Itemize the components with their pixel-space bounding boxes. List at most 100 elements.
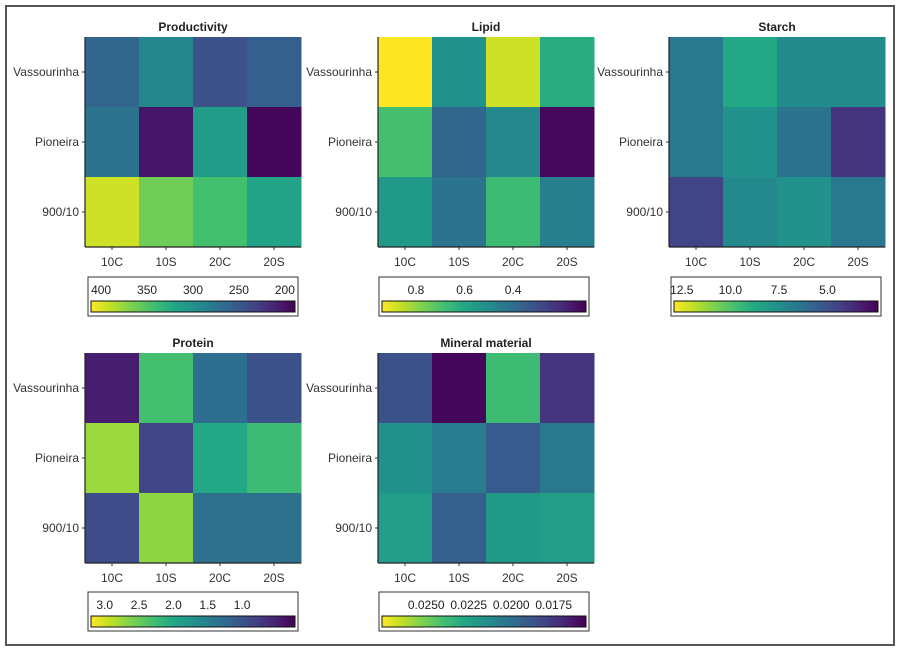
protein-colorbar	[90, 615, 296, 628]
productivity-cell-900-10-20c	[193, 177, 248, 248]
productivity-colorbar-tick-label: 300	[183, 283, 203, 297]
productivity-cell-900-10-10c	[85, 177, 140, 248]
mineral-material-colorbar-tick-label: 0.0225	[450, 598, 487, 612]
mineral-material-y-label: Pioneira	[328, 451, 372, 465]
lipid-cell-pioneira-10s	[432, 107, 487, 178]
protein-cell-vassourinha-10c	[85, 353, 140, 424]
productivity-x-label: 10S	[155, 255, 176, 269]
productivity-cell-vassourinha-10s	[139, 37, 194, 108]
mineral-material-y-label: Vassourinha	[306, 381, 372, 395]
lipid-cell-900-10-10s	[432, 177, 487, 248]
protein-cell-vassourinha-20c	[193, 353, 248, 424]
protein-colorbar-tick-label: 2.5	[131, 598, 148, 612]
starch-colorbar	[673, 300, 879, 313]
mineral-material-cell-vassourinha-20c	[486, 353, 541, 424]
protein-x-label: 20C	[209, 571, 231, 585]
protein-cell-pioneira-10s	[139, 423, 194, 494]
starch-y-label: Vassourinha	[597, 65, 663, 79]
mineral-material-x-label: 20C	[502, 571, 524, 585]
starch-cell-900-10-20s	[831, 177, 886, 248]
productivity-cell-pioneira-10c	[85, 107, 140, 178]
mineral-material-cell-pioneira-20c	[486, 423, 541, 494]
figure-frame	[5, 5, 895, 646]
protein-colorbar-tick-label: 2.0	[165, 598, 182, 612]
productivity-cell-pioneira-20c	[193, 107, 248, 178]
protein-cell-pioneira-20c	[193, 423, 248, 494]
protein-title: Protein	[172, 336, 213, 350]
mineral-material-y-label: 900/10	[335, 521, 372, 535]
starch-cell-vassourinha-10s	[723, 37, 778, 108]
mineral-material-cell-pioneira-10c	[378, 423, 433, 494]
lipid-cell-900-10-10c	[378, 177, 433, 248]
lipid-cell-900-10-20s	[540, 177, 595, 248]
mineral-material-colorbar	[381, 615, 587, 628]
productivity-colorbar-tick-label: 200	[275, 283, 295, 297]
lipid-cell-900-10-20c	[486, 177, 541, 248]
lipid-y-label: 900/10	[335, 205, 372, 219]
protein-x-label: 10S	[155, 571, 176, 585]
lipid-cell-vassourinha-20s	[540, 37, 595, 108]
lipid-cell-vassourinha-10c	[378, 37, 433, 108]
protein-cell-pioneira-10c	[85, 423, 140, 494]
mineral-material-title: Mineral material	[440, 336, 531, 350]
mineral-material-x-label: 20S	[556, 571, 577, 585]
protein-cell-900-10-10c	[85, 493, 140, 564]
productivity-colorbar-tick-label: 350	[137, 283, 157, 297]
productivity-x-label: 20C	[209, 255, 231, 269]
protein-x-label: 20S	[263, 571, 284, 585]
productivity-colorbar-tick-label: 250	[229, 283, 249, 297]
lipid-colorbar-tick-label: 0.8	[408, 283, 425, 297]
productivity-y-label: 900/10	[42, 205, 79, 219]
starch-cell-900-10-10s	[723, 177, 778, 248]
protein-colorbar-tick-label: 1.0	[234, 598, 251, 612]
starch-cell-pioneira-20c	[777, 107, 832, 178]
lipid-colorbar-tick-label: 0.6	[456, 283, 473, 297]
starch-cell-vassourinha-20s	[831, 37, 886, 108]
lipid-colorbar-tick-label: 0.4	[505, 283, 522, 297]
mineral-material-cell-900-10-20c	[486, 493, 541, 564]
productivity-cell-900-10-20s	[247, 177, 302, 248]
productivity-cell-vassourinha-20s	[247, 37, 302, 108]
protein-cell-vassourinha-10s	[139, 353, 194, 424]
lipid-cell-pioneira-10c	[378, 107, 433, 178]
productivity-cell-vassourinha-20c	[193, 37, 248, 108]
starch-cell-pioneira-10c	[669, 107, 724, 178]
starch-x-label: 20C	[793, 255, 815, 269]
productivity-cell-900-10-10s	[139, 177, 194, 248]
starch-cell-pioneira-10s	[723, 107, 778, 178]
starch-colorbar-tick-label: 7.5	[771, 283, 788, 297]
mineral-material-colorbar-tick-label: 0.0200	[493, 598, 530, 612]
mineral-material-cell-vassourinha-10c	[378, 353, 433, 424]
productivity-x-label: 10C	[101, 255, 123, 269]
starch-y-label: 900/10	[626, 205, 663, 219]
productivity-y-label: Vassourinha	[13, 65, 79, 79]
starch-cell-900-10-10c	[669, 177, 724, 248]
mineral-material-cell-900-10-10s	[432, 493, 487, 564]
mineral-material-cell-900-10-20s	[540, 493, 595, 564]
protein-cell-vassourinha-20s	[247, 353, 302, 424]
productivity-x-label: 20S	[263, 255, 284, 269]
productivity-colorbar-tick-label: 400	[91, 283, 111, 297]
lipid-y-label: Pioneira	[328, 135, 372, 149]
starch-x-label: 20S	[847, 255, 868, 269]
protein-y-label: 900/10	[42, 521, 79, 535]
lipid-x-label: 10S	[448, 255, 469, 269]
productivity-cell-vassourinha-10c	[85, 37, 140, 108]
starch-x-label: 10S	[739, 255, 760, 269]
starch-cell-vassourinha-20c	[777, 37, 832, 108]
mineral-material-cell-pioneira-10s	[432, 423, 487, 494]
starch-colorbar-tick-label: 5.0	[819, 283, 836, 297]
protein-colorbar-tick-label: 1.5	[199, 598, 216, 612]
mineral-material-cell-900-10-10c	[378, 493, 433, 564]
starch-cell-vassourinha-10c	[669, 37, 724, 108]
lipid-x-label: 20C	[502, 255, 524, 269]
lipid-cell-pioneira-20c	[486, 107, 541, 178]
starch-colorbar-tick-label: 12.5	[670, 283, 694, 297]
mineral-material-x-label: 10C	[394, 571, 416, 585]
starch-colorbar-tick-label: 10.0	[719, 283, 743, 297]
mineral-material-colorbar-tick-label: 0.0250	[408, 598, 445, 612]
productivity-cell-pioneira-20s	[247, 107, 302, 178]
lipid-colorbar	[381, 300, 587, 313]
lipid-cell-vassourinha-10s	[432, 37, 487, 108]
